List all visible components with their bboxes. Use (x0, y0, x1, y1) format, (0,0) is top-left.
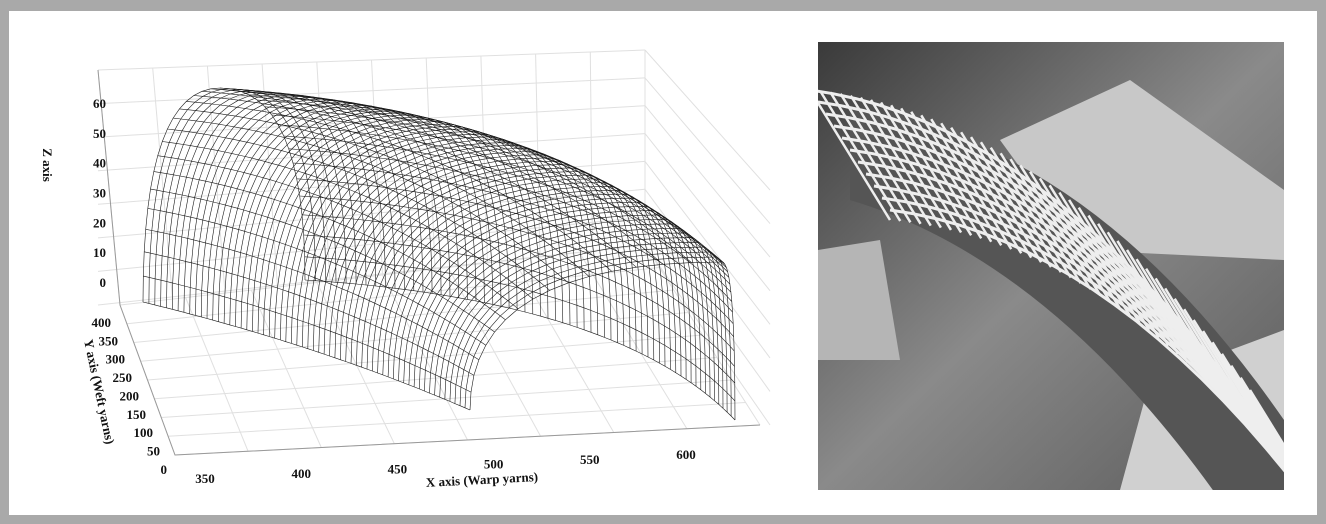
z-tick-label: 0 (100, 275, 107, 290)
x-tick-label: 500 (484, 457, 504, 472)
z-tick-label: 50 (93, 126, 106, 141)
y-tick-label: 50 (147, 444, 160, 459)
y-tick-label: 250 (113, 370, 133, 385)
y-tick-label: 350 (99, 333, 119, 348)
x-tick-label: 400 (291, 466, 311, 481)
x-tick-label: 600 (676, 447, 696, 462)
x-tick-label: 550 (580, 452, 600, 467)
y-tick-label: 100 (134, 425, 154, 440)
x-tick-label: 350 (195, 471, 215, 486)
y-tick-label: 300 (106, 352, 126, 367)
z-tick-label: 60 (93, 96, 106, 111)
y-tick-label: 400 (92, 315, 112, 330)
z-tick-label: 40 (93, 156, 106, 171)
y-tick-label: 0 (161, 462, 168, 477)
page: Z axis Y axis (Weft yarns) X axis (Warp … (0, 0, 1326, 524)
x-tick-label: 450 (388, 461, 408, 476)
y-tick-label: 200 (120, 388, 140, 403)
z-axis-label: Z axis (40, 148, 55, 182)
photo (810, 42, 1326, 524)
figure: Z axis Y axis (Weft yarns) X axis (Warp … (0, 0, 1326, 524)
z-tick-label: 30 (93, 185, 106, 200)
z-tick-label: 20 (93, 215, 106, 230)
y-tick-label: 150 (127, 407, 147, 422)
z-tick-label: 10 (93, 245, 106, 260)
